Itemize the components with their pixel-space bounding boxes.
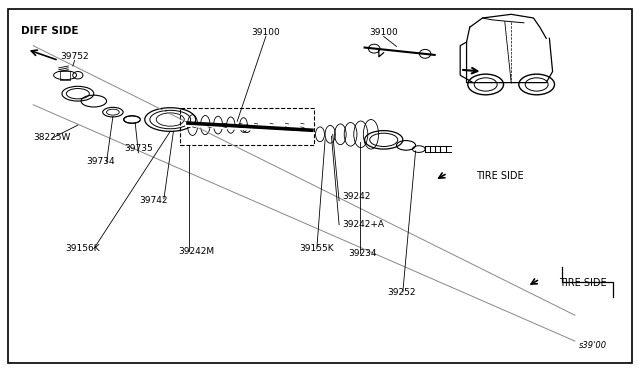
Text: 38225W: 38225W bbox=[33, 133, 70, 142]
Text: DIFF SIDE: DIFF SIDE bbox=[20, 26, 78, 36]
Text: 39100: 39100 bbox=[369, 28, 398, 36]
Text: s39'00: s39'00 bbox=[579, 341, 607, 350]
Text: 39234: 39234 bbox=[349, 249, 377, 258]
Text: 39155K: 39155K bbox=[300, 244, 334, 253]
Text: 39242M: 39242M bbox=[179, 247, 214, 256]
Bar bbox=[60, 71, 70, 80]
Text: 39752: 39752 bbox=[60, 52, 89, 61]
Text: 39242: 39242 bbox=[342, 192, 371, 201]
Text: 39742: 39742 bbox=[139, 196, 167, 205]
Text: 39735: 39735 bbox=[124, 144, 153, 153]
Text: 39242+A: 39242+A bbox=[342, 219, 384, 229]
Text: TIRE SIDE: TIRE SIDE bbox=[476, 171, 524, 181]
Text: TIRE SIDE: TIRE SIDE bbox=[559, 278, 607, 288]
Bar bbox=[180, 109, 314, 145]
Text: 39100: 39100 bbox=[252, 28, 280, 36]
Text: 39156K: 39156K bbox=[65, 244, 100, 253]
Text: 39252: 39252 bbox=[387, 288, 415, 297]
Text: 39734: 39734 bbox=[86, 157, 115, 166]
